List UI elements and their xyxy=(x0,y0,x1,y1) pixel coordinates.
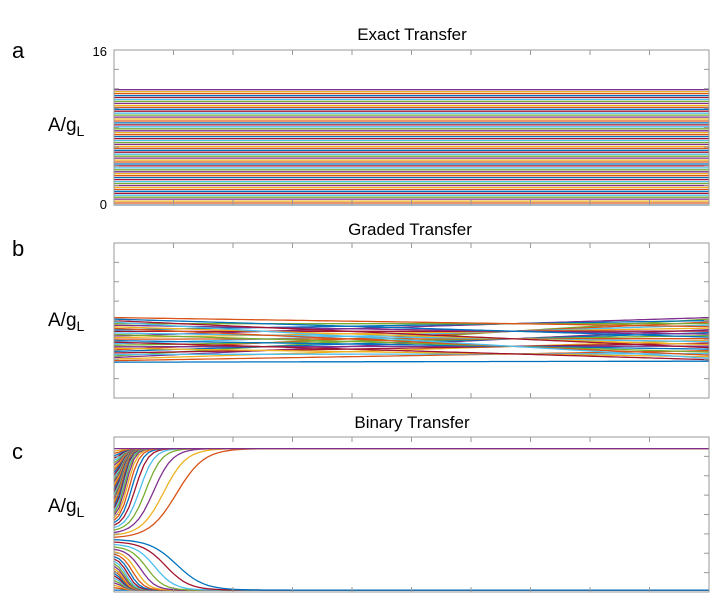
series-line-b xyxy=(113,347,710,358)
series-line-c xyxy=(113,447,709,462)
series-group-b xyxy=(113,316,710,363)
series-line-c xyxy=(113,565,709,591)
series-line-b xyxy=(114,337,709,340)
axes-frame-c xyxy=(113,436,710,593)
series-line-c xyxy=(113,447,709,505)
series-line-c xyxy=(113,447,709,538)
ylabel-sub-c: L xyxy=(77,504,85,520)
panel-label-a: a xyxy=(12,38,25,63)
series-line-b xyxy=(113,326,710,346)
axes-frame-b xyxy=(113,242,710,399)
series-line-c xyxy=(113,560,709,591)
panel-label-b: b xyxy=(12,236,24,261)
series-line-b xyxy=(113,318,710,338)
series-line-b xyxy=(114,353,709,356)
ylabel-c: A/gL xyxy=(48,496,85,520)
series-line-c xyxy=(113,447,709,493)
series-line-c xyxy=(113,558,709,591)
series-line-b xyxy=(113,324,709,335)
series-line-c xyxy=(113,567,709,591)
series-line-c xyxy=(113,447,709,497)
tick-marks-b xyxy=(114,243,709,398)
series-line-c xyxy=(113,447,709,502)
series-line-c xyxy=(113,447,709,517)
series-line-c xyxy=(113,447,709,519)
series-line-b xyxy=(113,341,710,361)
panel-c: c Binary Transfer A/gL xyxy=(12,413,710,593)
series-line-b xyxy=(113,360,709,363)
panel-label-c: c xyxy=(12,439,23,464)
series-line-c xyxy=(113,447,709,488)
ylabel-a: A/gL xyxy=(48,115,85,139)
ylabel-main-a: A/g xyxy=(48,115,77,136)
series-group-a xyxy=(114,89,709,206)
series-line-b xyxy=(113,320,710,349)
ylabel-sub-b: L xyxy=(77,318,85,334)
series-line-c xyxy=(113,447,709,476)
series-line-c xyxy=(113,447,709,483)
series-line-c xyxy=(113,447,709,495)
axes-frame-a xyxy=(113,49,710,206)
series-line-c xyxy=(113,447,709,478)
series-line-c xyxy=(113,447,709,531)
title-c: Binary Transfer xyxy=(354,413,470,432)
series-line-c xyxy=(113,447,709,459)
ytick-bottom-a: 0 xyxy=(100,197,107,212)
series-line-c xyxy=(113,447,709,534)
ytick-top-a: 16 xyxy=(93,44,107,59)
panel-b: b Graded Transfer A/gL xyxy=(12,220,710,399)
ylabel-main-c: A/g xyxy=(48,496,77,517)
series-line-b xyxy=(113,339,710,350)
series-line-b xyxy=(113,316,710,328)
series-line-b xyxy=(113,327,710,356)
title-a: Exact Transfer xyxy=(357,25,467,44)
series-line-c xyxy=(113,447,709,536)
series-line-c xyxy=(113,553,709,591)
series-line-c xyxy=(113,555,709,591)
series-line-c xyxy=(113,447,709,512)
series-line-b xyxy=(114,332,709,343)
series-line-c xyxy=(113,447,709,509)
series-line-c xyxy=(113,539,709,591)
series-line-c xyxy=(113,447,709,500)
series-group-c xyxy=(113,447,709,591)
series-line-b xyxy=(113,333,710,353)
series-line-c xyxy=(113,563,709,591)
tick-marks-a xyxy=(114,50,709,205)
ylabel-main-b: A/g xyxy=(48,310,77,331)
series-line-b xyxy=(114,342,710,354)
series-line-b xyxy=(113,321,710,359)
ylabel-b: A/gL xyxy=(48,310,85,334)
series-line-c xyxy=(113,447,709,514)
series-line-c xyxy=(113,447,709,507)
series-line-c xyxy=(113,447,709,485)
title-b: Graded Transfer xyxy=(348,220,472,239)
series-line-b xyxy=(114,345,709,348)
series-line-c xyxy=(113,447,709,481)
ylabel-sub-a: L xyxy=(77,123,85,139)
series-line-c xyxy=(113,447,709,490)
series-line-c xyxy=(113,541,709,591)
series-line-b xyxy=(113,327,710,339)
panel-a: a Exact Transfer 16 0 A/gL xyxy=(12,25,710,212)
tick-marks-c xyxy=(114,437,709,592)
